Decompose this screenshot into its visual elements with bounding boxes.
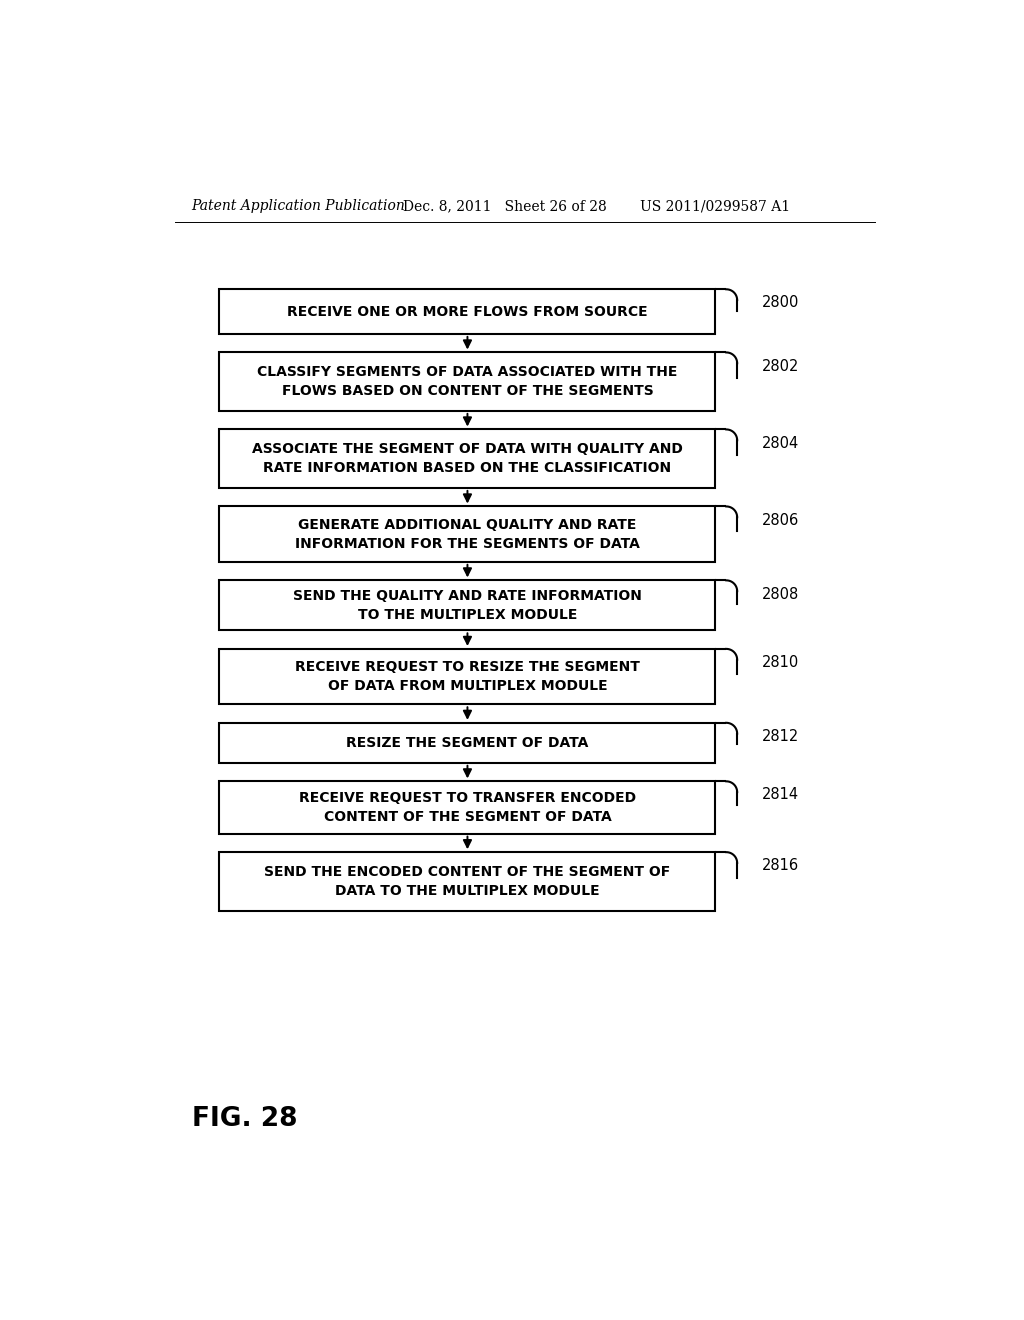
Text: 2806: 2806 <box>762 512 799 528</box>
Bar <box>219 352 716 411</box>
Text: US 2011/0299587 A1: US 2011/0299587 A1 <box>640 199 790 213</box>
Bar <box>219 429 716 488</box>
Text: RECEIVE REQUEST TO RESIZE THE SEGMENT
OF DATA FROM MULTIPLEX MODULE: RECEIVE REQUEST TO RESIZE THE SEGMENT OF… <box>295 660 640 693</box>
Text: 2800: 2800 <box>762 296 800 310</box>
Text: GENERATE ADDITIONAL QUALITY AND RATE
INFORMATION FOR THE SEGMENTS OF DATA: GENERATE ADDITIONAL QUALITY AND RATE INF… <box>295 517 640 550</box>
Text: SEND THE QUALITY AND RATE INFORMATION
TO THE MULTIPLEX MODULE: SEND THE QUALITY AND RATE INFORMATION TO… <box>293 589 642 622</box>
Bar <box>219 649 716 705</box>
Text: Dec. 8, 2011   Sheet 26 of 28: Dec. 8, 2011 Sheet 26 of 28 <box>403 199 607 213</box>
Text: FIG. 28: FIG. 28 <box>191 1106 297 1131</box>
Text: 2808: 2808 <box>762 586 799 602</box>
Text: Patent Application Publication: Patent Application Publication <box>191 199 406 213</box>
Bar <box>219 781 716 834</box>
Bar <box>219 853 716 911</box>
Text: 2802: 2802 <box>762 359 800 374</box>
Bar <box>219 723 716 763</box>
Text: RECEIVE ONE OR MORE FLOWS FROM SOURCE: RECEIVE ONE OR MORE FLOWS FROM SOURCE <box>287 305 648 318</box>
Text: 2812: 2812 <box>762 729 799 744</box>
Text: 2804: 2804 <box>762 436 799 450</box>
Bar <box>219 581 716 631</box>
Text: CLASSIFY SEGMENTS OF DATA ASSOCIATED WITH THE
FLOWS BASED ON CONTENT OF THE SEGM: CLASSIFY SEGMENTS OF DATA ASSOCIATED WIT… <box>257 366 678 399</box>
Text: 2816: 2816 <box>762 858 799 874</box>
Text: SEND THE ENCODED CONTENT OF THE SEGMENT OF
DATA TO THE MULTIPLEX MODULE: SEND THE ENCODED CONTENT OF THE SEGMENT … <box>264 865 671 898</box>
Text: ASSOCIATE THE SEGMENT OF DATA WITH QUALITY AND
RATE INFORMATION BASED ON THE CLA: ASSOCIATE THE SEGMENT OF DATA WITH QUALI… <box>252 442 683 475</box>
Text: RESIZE THE SEGMENT OF DATA: RESIZE THE SEGMENT OF DATA <box>346 735 589 750</box>
Bar <box>219 507 716 562</box>
Text: 2810: 2810 <box>762 655 799 671</box>
Text: 2814: 2814 <box>762 788 799 803</box>
Text: RECEIVE REQUEST TO TRANSFER ENCODED
CONTENT OF THE SEGMENT OF DATA: RECEIVE REQUEST TO TRANSFER ENCODED CONT… <box>299 791 636 824</box>
Bar <box>219 289 716 334</box>
